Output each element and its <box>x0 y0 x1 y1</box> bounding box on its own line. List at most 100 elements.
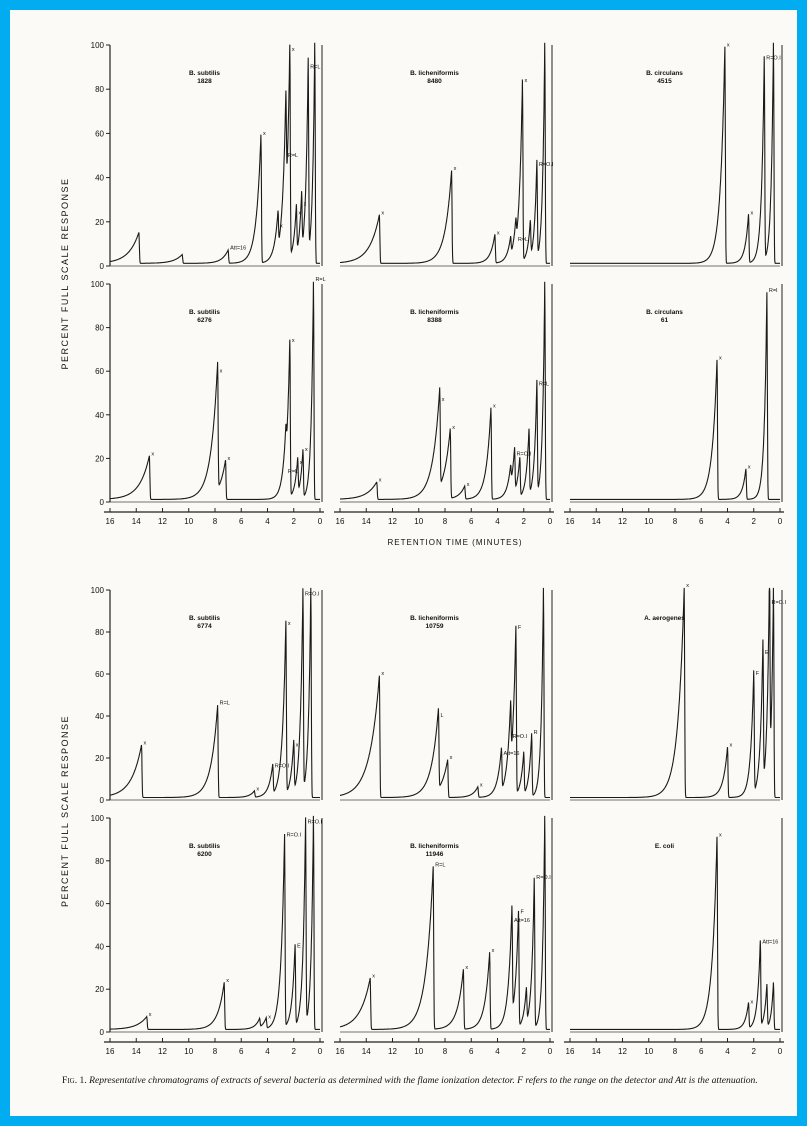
peak-label: x <box>751 999 754 1005</box>
peak-label: x <box>268 1014 271 1020</box>
panel-title: 10759 <box>425 623 443 630</box>
y-tick-label: 40 <box>95 942 104 951</box>
y-tick-label: 100 <box>91 586 105 595</box>
x-tick-label: 16 <box>336 517 345 526</box>
y-tick-label: 60 <box>95 670 104 679</box>
panel-title: B. subtilis <box>189 615 220 622</box>
x-tick-label: 6 <box>699 1047 704 1056</box>
x-tick-label: 14 <box>592 517 601 526</box>
peak-label: F <box>756 671 760 677</box>
peak-label: x <box>300 460 303 466</box>
peak-label: x <box>727 42 730 48</box>
x-tick-label: 14 <box>132 1047 141 1056</box>
panel-title: 1828 <box>197 78 212 85</box>
x-tick-label: 8 <box>673 517 678 526</box>
x-tick-label: 12 <box>158 1047 167 1056</box>
y-tick-label: 80 <box>95 857 104 866</box>
x-tick-label: 4 <box>725 1047 730 1056</box>
peak-label: x <box>719 832 722 838</box>
peak-label: x <box>492 948 495 954</box>
peak-label: x <box>144 741 147 747</box>
peak-label: x <box>263 131 266 137</box>
peak-label: x <box>292 47 295 53</box>
y-tick-label: 20 <box>95 985 104 994</box>
y-tick-label: 100 <box>91 814 105 823</box>
caption-text: Representative chromatograms of extracts… <box>89 1075 758 1086</box>
peak-label: x <box>465 965 468 971</box>
peak-label: x <box>452 425 455 431</box>
x-tick-label: 6 <box>239 517 244 526</box>
peak-label: R=O.I <box>275 764 290 770</box>
panel-title: B. subtilis <box>189 843 220 850</box>
panel-title: 61 <box>661 317 669 324</box>
panel-title: B. licheniformis <box>410 843 459 850</box>
panel-title: 6200 <box>197 851 212 858</box>
scanned-page: Att=16 x x R=L x x x R=L B. subtilis 1828 0 20 40 60 8… <box>10 10 797 1116</box>
peak-label: L <box>440 713 443 719</box>
peak-label: E <box>765 650 769 656</box>
x-tick-label: 10 <box>644 517 653 526</box>
x-tick-label: 4 <box>495 517 500 526</box>
panel-title: B. circulans <box>646 70 683 77</box>
peak-label: x <box>149 1012 152 1018</box>
peak-label: x <box>256 787 259 793</box>
peak-label: R=O.I <box>287 832 302 838</box>
x-axis-title: RETENTION TIME (MINUTES) <box>388 538 523 547</box>
x-tick-label: 0 <box>548 517 553 526</box>
peak-label: E <box>297 944 301 950</box>
x-tick-label: 8 <box>673 1047 678 1056</box>
peak-label: R=O.I <box>308 820 323 826</box>
panel-title: B. licheniformis <box>410 70 459 77</box>
panel-title: 11946 <box>426 851 444 858</box>
peak-label: x <box>524 78 527 84</box>
peak-label: R=L <box>310 65 320 71</box>
peak-label: x <box>280 224 283 230</box>
signal-trace <box>570 42 780 264</box>
signal-trace <box>340 281 550 500</box>
peak-label: x <box>493 403 496 409</box>
panel-title: 4515 <box>657 78 672 85</box>
x-tick-label: 12 <box>388 1047 397 1056</box>
peak-label: R=L <box>435 862 445 868</box>
peak-label: Att=16 <box>503 751 519 757</box>
panel-title: 6276 <box>197 317 212 324</box>
peak-label: R=O.I <box>305 591 320 597</box>
x-tick-label: 10 <box>184 517 193 526</box>
x-tick-label: 4 <box>265 517 270 526</box>
panel-title: B. subtilis <box>189 309 220 316</box>
x-tick-label: 8 <box>213 1047 218 1056</box>
x-tick-label: 0 <box>778 1047 783 1056</box>
x-tick-label: 14 <box>362 1047 371 1056</box>
x-tick-label: 2 <box>292 1047 297 1056</box>
peak-label: R=O.I <box>766 56 781 62</box>
panel-title: B. licheniformis <box>410 309 459 316</box>
figure-caption: Fig. 1. Representative chromatograms of … <box>62 1074 797 1087</box>
y-tick-label: 40 <box>95 174 104 183</box>
y-tick-label: 20 <box>95 454 104 463</box>
signal-trace <box>109 42 320 264</box>
x-tick-label: 16 <box>566 1047 575 1056</box>
x-tick-label: 2 <box>752 1047 757 1056</box>
signal-trace <box>570 292 780 500</box>
panel-title: A. aerogenes <box>644 615 685 622</box>
y-tick-label: 100 <box>91 41 105 50</box>
peak-label: x <box>381 210 384 216</box>
x-tick-label: 0 <box>548 1047 553 1056</box>
x-tick-label: 14 <box>132 517 141 526</box>
x-tick-label: 16 <box>106 517 115 526</box>
peak-label: x <box>719 355 722 361</box>
panel-title: B. subtilis <box>189 70 220 77</box>
peak-label: x <box>480 783 483 789</box>
peak-label: x <box>304 202 307 208</box>
x-tick-label: 10 <box>644 1047 653 1056</box>
signal-trace <box>340 42 550 264</box>
x-tick-label: 16 <box>106 1047 115 1056</box>
x-tick-label: 6 <box>239 1047 244 1056</box>
x-tick-label: 10 <box>414 517 423 526</box>
x-tick-label: 14 <box>592 1047 601 1056</box>
peak-label: R=L <box>288 469 298 475</box>
peak-label: Att=16 <box>230 246 246 252</box>
